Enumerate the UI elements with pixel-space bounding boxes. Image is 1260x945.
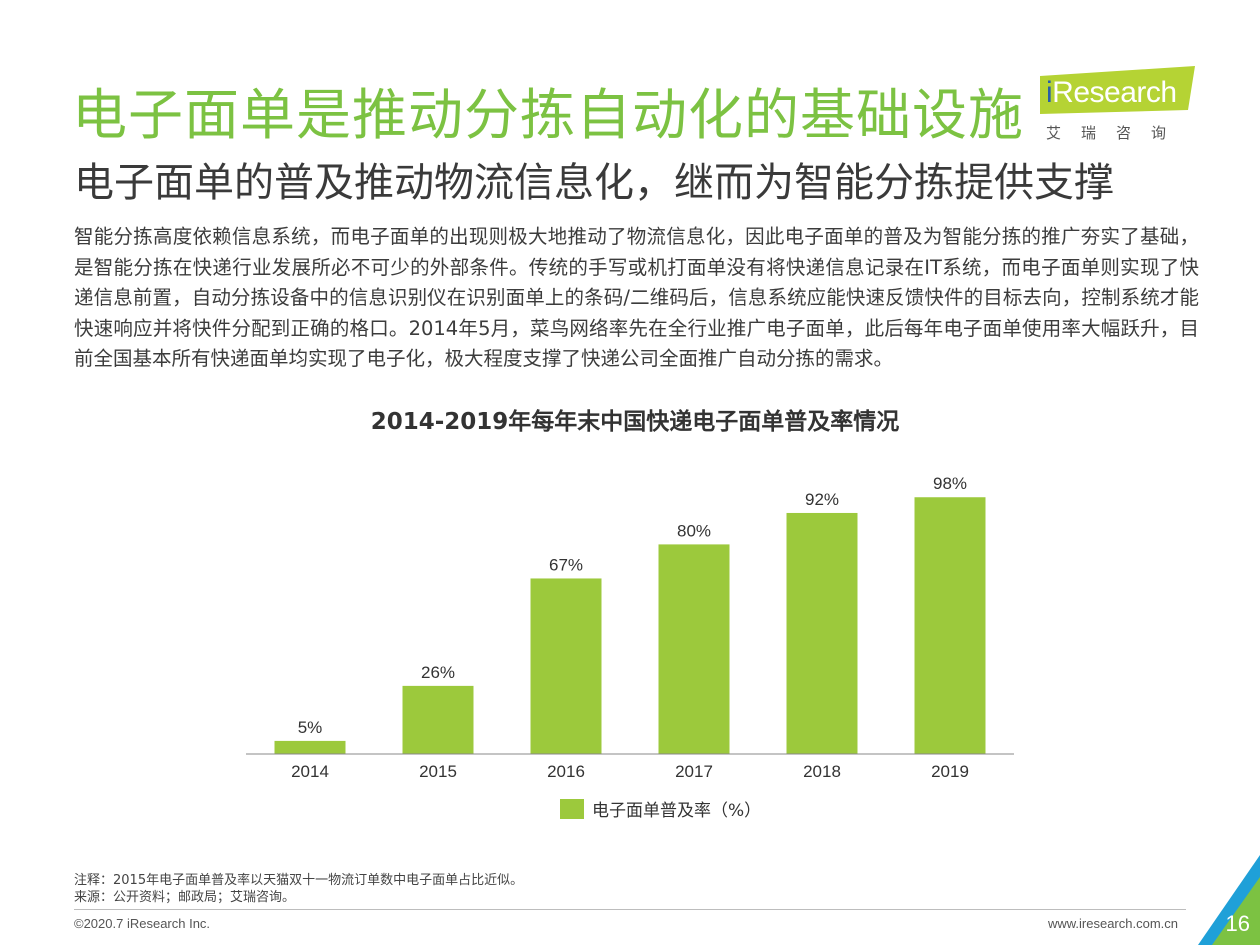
data-label-2018: 92% [805,490,839,509]
footnotes: 注释：2015年电子面单普及率以天猫双十一物流订单数中电子面单占比近似。 来源：… [74,872,523,906]
bar-2016 [530,578,602,754]
data-label-2015: 26% [421,663,455,682]
iresearch-logo: iResearch 艾瑞咨询 [1040,62,1205,142]
logo-research: Research [1052,76,1177,109]
logo-i: i [1046,76,1053,109]
data-label-2019: 98% [933,474,967,493]
legend-swatch [560,798,584,819]
bar-2014 [274,740,346,754]
data-label-2016: 67% [549,555,583,574]
x-tick-label-2019: 2019 [931,762,969,781]
chart-title: 2014-2019年每年末中国快递电子面单普及率情况 [370,409,900,435]
page-title: 电子面单是推动分拣自动化的基础设施 [72,83,1025,147]
x-tick-label-2018: 2018 [803,762,841,781]
copyright-text: ©2020.7 iResearch Inc. [74,916,211,931]
bar-2019 [914,497,986,754]
x-tick-label-2015: 2015 [419,762,457,781]
x-tick-label-2016: 2016 [547,762,585,781]
data-label-2014: 5% [298,718,323,737]
footnote-source: 来源：公开资料；邮政局；艾瑞咨询。 [74,890,296,905]
data-label-2017: 80% [677,521,711,540]
x-tick-label-2017: 2017 [675,762,713,781]
page-corner-decoration [1198,855,1260,945]
logo-chinese-name: 艾瑞咨询 [1046,124,1187,142]
page-number: 16 [1225,911,1250,936]
bar-2018 [786,512,858,754]
body-paragraph: 智能分拣高度依赖信息系统，而电子面单的出现则极大地推动了物流信息化，因此电子面单… [74,225,1199,370]
logo-wordmark: iResearch [1046,76,1177,110]
footer-divider [74,909,1186,910]
bar-2017 [658,544,730,754]
bar-2015 [402,685,474,754]
page-subtitle: 电子面单的普及推动物流信息化，继而为智能分拣提供支撑 [74,160,1114,206]
x-tick-label-2014: 2014 [291,762,329,781]
legend-label: 电子面单普及率（%） [592,801,762,821]
logo-banner-shape [1040,66,1195,114]
chart-legend: 电子面单普及率（%） [560,796,761,821]
bar-chart: 5% 2014 26% 2015 67% 2016 80% 2017 92% 2018 98% 201… [246,474,1014,781]
website-link[interactable]: www.iresearch.com.cn [1047,916,1178,931]
footnote-note: 注释：2015年电子面单普及率以天猫双十一物流订单数中电子面单占比近似。 [74,873,524,888]
